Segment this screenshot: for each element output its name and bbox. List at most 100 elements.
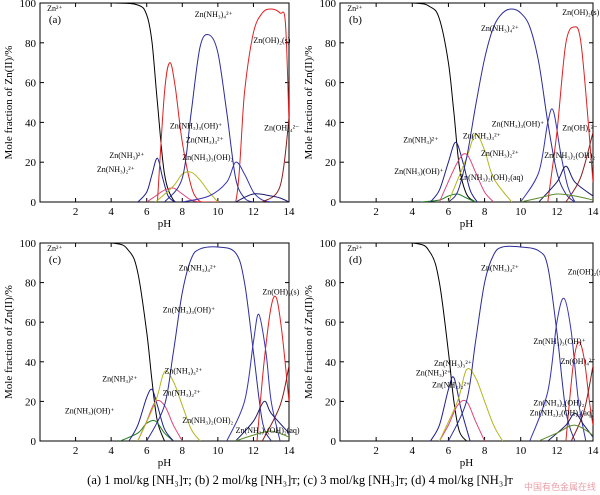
series-line-zn-oh-42minus <box>261 118 289 202</box>
y-tick-label: 40 <box>25 357 37 369</box>
x-tick-label: 4 <box>410 445 416 457</box>
x-tick-label: 6 <box>144 206 150 218</box>
chart-panel-d: 2 4 6 8 10 12 14 0 20 40 60 80 100 pH Mole fraction of… <box>303 238 600 469</box>
x-tick-label: 2 <box>73 445 79 457</box>
x-tick-label: 2 <box>373 206 379 218</box>
curve-annotation: Zn(NH₃)₃²⁺ <box>463 131 501 140</box>
y-tick-label: 80 <box>25 278 37 290</box>
y-tick-label: 60 <box>25 78 37 90</box>
x-tick-label: 10 <box>212 445 224 457</box>
curve-annotation: Zn²⁺ <box>47 244 63 253</box>
y-tick-label: 40 <box>325 357 337 369</box>
curve-annotation: Zn(NH₃)(OH)⁺ <box>65 406 115 415</box>
curve-annotation: Zn(OH)₂(s) <box>562 8 599 17</box>
series-line-zn-nh3-22plus <box>438 399 486 441</box>
series-line-zn2plus <box>340 243 467 441</box>
x-tick-label: 10 <box>515 206 527 218</box>
curve-annotation: Zn(NH₃)₃(OH)⁺ <box>533 337 585 346</box>
y-tick-label: 80 <box>325 278 337 290</box>
series-line-zn-nh3-2-oh-2 <box>538 165 593 202</box>
panel-label: (b) <box>349 14 362 26</box>
x-axis-label: pH <box>158 457 172 469</box>
x-tick-label: 6 <box>144 445 150 457</box>
curve-annotation: Zn(NH₃)₃(OH)⁺ <box>170 121 222 130</box>
x-tick-label: 14 <box>588 445 600 457</box>
series-group <box>40 243 289 441</box>
x-tick-label: 6 <box>446 206 452 218</box>
curve-annotation: Zn²⁺ <box>47 4 63 13</box>
curve-annotation: Zn(NH₃)₂(OH)₂ <box>533 398 584 407</box>
chart-panel-a: 2 4 6 8 10 12 14 0 20 40 60 80 100 pH Mole fraction of… <box>3 0 299 230</box>
curve-annotation: Zn(NH₃)(OH)⁺ <box>394 167 444 176</box>
y-tick-label: 100 <box>320 0 337 10</box>
series-group <box>40 3 289 202</box>
x-tick-label: 2 <box>373 445 379 457</box>
series-line-zn-nh3-2-oh-2 <box>235 400 289 441</box>
y-tick-label: 0 <box>31 436 37 448</box>
x-tick-label: 12 <box>551 206 562 218</box>
curve-annotation: Zn²⁺ <box>347 244 363 253</box>
curve-annotation: Zn(OH)₄²⁻ <box>562 123 597 132</box>
curve-annotation: Zn²⁺ <box>347 4 363 13</box>
curve-annotation: Zn(OH)₂(s) <box>568 268 600 277</box>
panel-label: (c) <box>49 254 62 266</box>
x-tick-label: 10 <box>515 445 527 457</box>
series-group <box>340 243 593 441</box>
x-tick-label: 10 <box>212 206 224 218</box>
y-axis-label: Mole fraction of Zn(II)/% <box>3 285 15 399</box>
y-axis-label: Mole fraction of Zn(II)/% <box>3 46 15 160</box>
y-tick-label: 0 <box>31 197 37 209</box>
y-tick-label: 40 <box>325 117 337 129</box>
series-line-zn-oh-42minus <box>261 365 289 441</box>
curve-annotation: Zn(NH₃)₂(OH)₂ <box>182 416 233 425</box>
curve-annotation: Zn(NH₃)₂(OH)₂(aq) <box>530 408 594 417</box>
series-line-zn-oh-2-s <box>256 295 289 441</box>
series-line-zn-nh3-oh-plus <box>421 193 476 202</box>
series-line-zn-oh-42minus <box>565 132 593 202</box>
series-line-zn-oh-2-s <box>565 341 593 441</box>
curve-annotation: Zn(NH₃)²⁺ <box>109 151 144 160</box>
series-group <box>340 3 593 202</box>
x-tick-label: 4 <box>108 206 114 218</box>
y-tick-label: 20 <box>25 396 37 408</box>
y-tick-label: 20 <box>325 396 337 408</box>
series-line-zn-nh3-2-oh-2-aq <box>538 424 593 441</box>
curve-annotation: Zn(NH₃)₄²⁺ <box>481 24 519 33</box>
y-tick-label: 40 <box>25 117 37 129</box>
series-line-zn-nh3-2plus <box>430 141 478 202</box>
x-tick-label: 2 <box>73 206 79 218</box>
series-line-zn-nh3-32plus <box>438 368 504 441</box>
curve-annotation: Zn(NH₃)₂²⁺ <box>432 381 470 390</box>
curve-annotation: Zn(NH₃)²⁺ <box>102 375 137 384</box>
plot-frame <box>339 2 594 203</box>
curve-annotation: Zn(NH₃)₂²⁺ <box>163 388 201 397</box>
x-axis-label: pH <box>460 457 474 469</box>
x-tick-label: 8 <box>180 445 186 457</box>
series-line-zn-nh3-42plus <box>447 245 576 441</box>
series-line-zn-nh3-2plus <box>137 157 176 202</box>
series-line-zn-nh3-3-oh-plus <box>520 108 576 202</box>
x-tick-label: 8 <box>180 206 186 218</box>
series-line-zn-nh3-2plus <box>128 388 174 441</box>
series-line-zn-nh3-42plus <box>164 33 254 202</box>
x-tick-label: 14 <box>588 206 600 218</box>
x-axis-label: pH <box>460 218 474 230</box>
series-line-zn-nh3-oh-plus <box>119 420 174 441</box>
x-tick-label: 4 <box>108 445 114 457</box>
y-axis-label: Mole fraction of Zn(II)/% <box>303 46 315 160</box>
series-line-zn-nh3-22plus <box>137 399 183 441</box>
y-tick-label: 0 <box>331 436 337 448</box>
curve-annotation: Zn(NH₃)₄²⁺ <box>195 10 233 19</box>
series-line-zn-nh3-42plus <box>448 8 576 202</box>
curve-annotation: Zn(NH₃)₃²⁺ <box>186 135 224 144</box>
curve-annotation: Zn(NH₃)₃(OH)⁺ <box>163 305 215 314</box>
y-tick-label: 80 <box>25 38 37 50</box>
series-line-zn-nh3-22plus <box>438 153 494 202</box>
series-line-zn-nh3-2-oh-2-aq <box>235 430 289 441</box>
series-line-zn2plus <box>40 3 183 202</box>
y-tick-label: 0 <box>331 197 337 209</box>
y-tick-label: 80 <box>325 38 337 50</box>
curve-annotation: Zn(NH₃)₄²⁺ <box>481 264 519 273</box>
x-tick-label: 14 <box>284 445 296 457</box>
